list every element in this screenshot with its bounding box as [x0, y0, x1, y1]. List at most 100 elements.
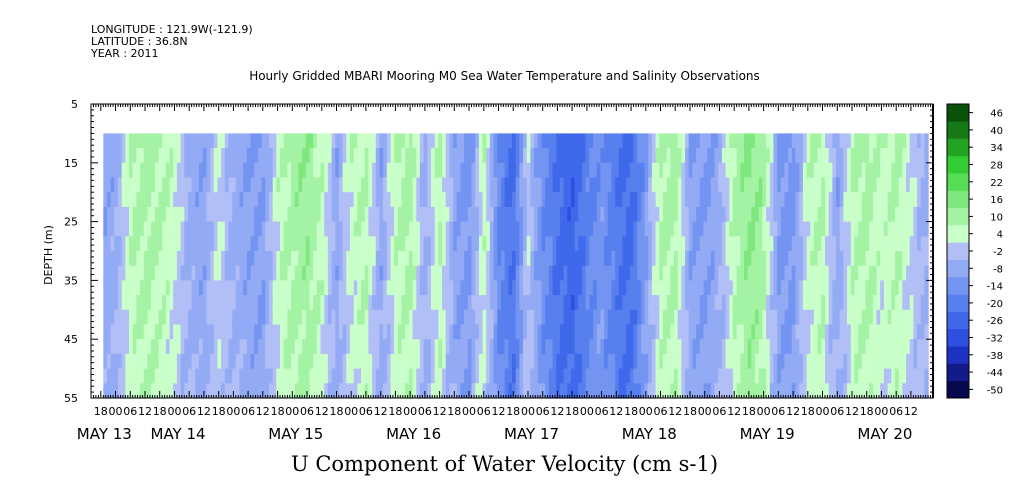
velocity-cell: [460, 368, 465, 384]
velocity-cell: [188, 192, 193, 208]
velocity-cell: [121, 368, 126, 384]
velocity-cell: [552, 368, 557, 384]
velocity-cell: [861, 280, 867, 296]
velocity-cell: [791, 353, 797, 370]
velocity-cell: [883, 206, 889, 223]
velocity-cell: [316, 324, 322, 340]
x-date-label: MAY 19: [740, 425, 795, 443]
velocity-cell: [832, 324, 837, 340]
velocity-cell: [140, 177, 145, 193]
velocity-cell: [357, 236, 362, 252]
velocity-cell: [795, 339, 800, 355]
velocity-cell: [519, 309, 524, 326]
velocity-cell: [817, 162, 822, 179]
velocity-cell: [416, 251, 421, 267]
velocity-cell: [114, 339, 119, 355]
velocity-cell: [412, 353, 417, 370]
velocity-cell: [825, 295, 830, 311]
velocity-cell: [607, 206, 612, 223]
velocity-cell: [504, 339, 509, 355]
velocity-cell: [235, 295, 241, 311]
velocity-cell: [361, 280, 366, 296]
velocity-cell: [280, 324, 285, 340]
velocity-cell: [147, 192, 152, 208]
velocity-cell: [626, 206, 631, 223]
velocity-cell: [291, 192, 296, 208]
velocity-cell: [917, 339, 922, 355]
velocity-cell: [637, 383, 642, 399]
velocity-cell: [887, 368, 892, 384]
velocity-cell: [696, 383, 701, 399]
velocity-cell: [747, 324, 752, 340]
velocity-cell: [445, 148, 450, 164]
velocity-cell: [924, 324, 929, 340]
velocity-cell: [147, 309, 152, 326]
velocity-cell: [537, 251, 543, 267]
velocity-cell: [239, 265, 244, 281]
velocity-cell: [357, 280, 362, 296]
velocity-cell: [699, 133, 705, 149]
x-date-label: MAY 14: [151, 425, 206, 443]
velocity-cell: [140, 236, 145, 252]
velocity-cell: [147, 221, 152, 237]
velocity-cell: [313, 221, 318, 237]
velocity-cell: [519, 368, 524, 384]
velocity-cell: [703, 280, 708, 296]
velocity-cell: [431, 280, 436, 296]
velocity-cell: [195, 383, 200, 399]
velocity-cell: [541, 192, 546, 208]
velocity-cell: [872, 206, 878, 223]
velocity-cell: [239, 295, 244, 311]
velocity-cell: [648, 383, 653, 399]
velocity-cell: [335, 309, 340, 326]
velocity-cell: [777, 339, 782, 355]
velocity-cell: [780, 280, 786, 296]
velocity-cell: [294, 221, 299, 237]
velocity-cell: [677, 192, 682, 208]
velocity-cell: [891, 383, 896, 399]
velocity-cell: [471, 383, 476, 399]
velocity-cell: [825, 162, 830, 179]
velocity-cell: [791, 177, 797, 193]
velocity-cell: [372, 295, 377, 311]
velocity-cell: [184, 192, 189, 208]
velocity-cell: [913, 177, 918, 193]
velocity-cell: [651, 383, 657, 399]
velocity-cell: [478, 206, 484, 223]
velocity-cell: [250, 133, 255, 149]
velocity-cell: [353, 148, 358, 164]
velocity-cell: [467, 309, 473, 326]
velocity-cell: [390, 177, 395, 193]
velocity-cell: [338, 339, 344, 355]
velocity-cell: [397, 295, 403, 311]
velocity-cell: [280, 368, 285, 384]
velocity-cell: [585, 353, 590, 370]
velocity-cell: [471, 162, 476, 179]
velocity-cell: [593, 206, 598, 223]
velocity-cell: [346, 280, 351, 296]
velocity-cell: [508, 162, 513, 179]
velocity-cell: [346, 324, 351, 340]
velocity-cell: [453, 309, 458, 326]
velocity-cell: [475, 192, 480, 208]
velocity-cell: [107, 324, 112, 340]
velocity-cell: [453, 368, 458, 384]
velocity-cell: [633, 192, 638, 208]
velocity-cell: [416, 206, 421, 223]
velocity-cell: [408, 192, 414, 208]
velocity-cell: [320, 353, 325, 370]
velocity-cell: [438, 133, 443, 149]
velocity-cell: [902, 148, 907, 164]
velocity-cell: [235, 383, 241, 399]
velocity-cell: [408, 177, 414, 193]
velocity-cell: [320, 368, 325, 384]
velocity-cell: [898, 236, 903, 252]
velocity-cell: [228, 236, 233, 252]
velocity-cell: [493, 280, 498, 296]
velocity-cell: [788, 162, 793, 179]
velocity-cell: [548, 236, 554, 252]
velocity-cell: [287, 368, 292, 384]
velocity-cell: [165, 383, 171, 399]
velocity-cell: [110, 295, 115, 311]
